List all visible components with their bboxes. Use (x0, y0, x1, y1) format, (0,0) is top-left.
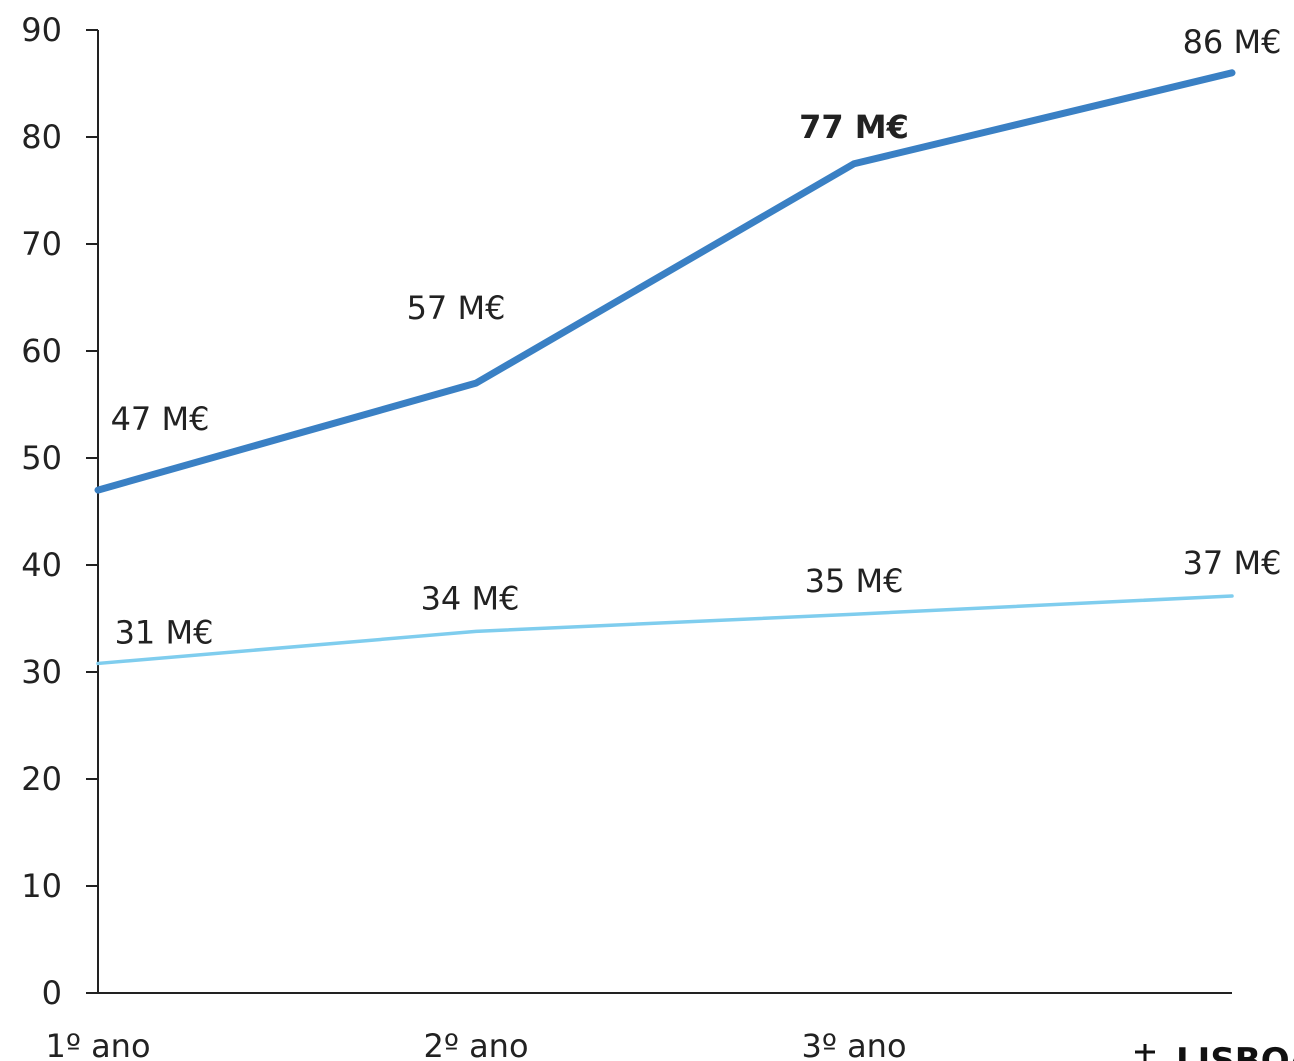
logo-text: LISBOA (1176, 1041, 1294, 1061)
y-tick-label: 40 (21, 546, 62, 584)
x-axis-ticks: 1º ano 2º ano 3º ano (45, 1027, 906, 1061)
lisboa-logo: LISBOA (1132, 1041, 1294, 1061)
y-tick-label: 0 (42, 974, 62, 1012)
y-tick-label: 80 (21, 118, 62, 156)
x-tick-label: 3º ano (801, 1027, 906, 1061)
series-line-2 (98, 596, 1232, 663)
data-label: 86 M€ (1183, 23, 1282, 61)
y-tick-label: 20 (21, 760, 62, 798)
data-labels: 47 M€ 57 M€ 77 M€ 86 M€ 31 M€ 34 M€ 35 M€ 37 M€ (111, 23, 1282, 652)
data-label: 37 M€ (1183, 544, 1282, 582)
y-tick-label: 10 (21, 867, 62, 905)
lisboa-emblem-icon (1132, 1044, 1158, 1061)
data-label: 77 M€ (799, 108, 909, 146)
data-label: 47 M€ (111, 400, 210, 438)
y-axis-ticks: 0 10 20 30 40 50 60 70 80 90 (21, 11, 98, 1012)
y-tick-label: 30 (21, 653, 62, 691)
data-label: 31 M€ (115, 613, 214, 651)
data-label: 35 M€ (805, 562, 904, 600)
x-tick-label: 1º ano (45, 1027, 150, 1061)
x-tick-label: 2º ano (423, 1027, 528, 1061)
y-tick-label: 70 (21, 225, 62, 263)
y-tick-label: 90 (21, 11, 62, 49)
data-label: 34 M€ (421, 579, 520, 617)
y-tick-label: 60 (21, 332, 62, 370)
axes (98, 30, 1232, 993)
data-label: 57 M€ (407, 289, 506, 327)
series-group (98, 73, 1232, 664)
series-line-1 (98, 73, 1232, 490)
y-tick-label: 50 (21, 439, 62, 477)
